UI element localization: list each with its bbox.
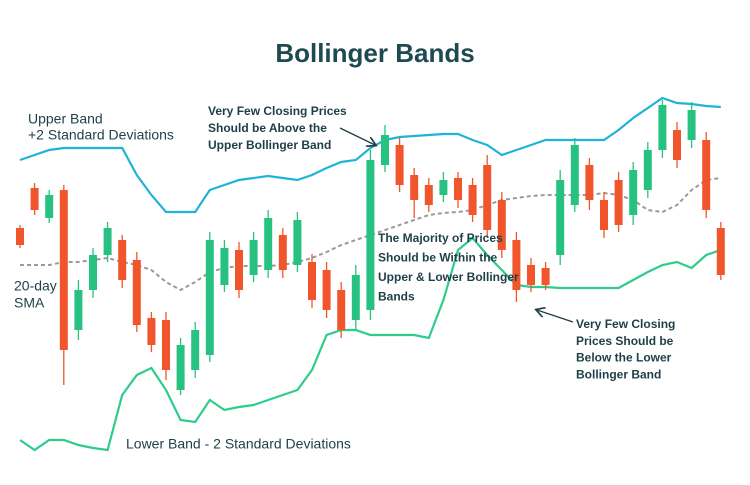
candle-body bbox=[308, 262, 316, 300]
annotation: SMA bbox=[14, 295, 45, 311]
candle-body bbox=[74, 290, 83, 330]
annotation: Lower Band - 2 Standard Deviations bbox=[126, 436, 351, 452]
candle-body bbox=[16, 228, 24, 245]
candle-body bbox=[249, 240, 258, 275]
candle-body bbox=[658, 105, 667, 150]
annotation: Should be Above the bbox=[208, 121, 327, 135]
candle-body bbox=[132, 260, 141, 325]
candle-body bbox=[45, 195, 54, 218]
candle-body bbox=[235, 250, 243, 290]
candle-body bbox=[147, 318, 156, 345]
annotation: Upper Bollinger Band bbox=[208, 138, 331, 152]
candle-body bbox=[89, 255, 97, 290]
annotation: Bollinger Band bbox=[576, 367, 661, 381]
candle-body bbox=[278, 235, 287, 270]
candle-body bbox=[410, 175, 419, 200]
candle-body bbox=[512, 240, 521, 290]
annotation: The Majority of Prices bbox=[378, 231, 503, 245]
plot bbox=[16, 96, 725, 452]
candle-body bbox=[103, 228, 112, 255]
annotation: Very Few Closing bbox=[576, 317, 675, 331]
candle-body bbox=[351, 275, 360, 320]
candle-body bbox=[600, 200, 608, 230]
candle-body bbox=[570, 145, 579, 205]
candle-body bbox=[293, 220, 302, 265]
candle-body bbox=[59, 190, 68, 350]
arrow bbox=[537, 310, 574, 323]
candle-body bbox=[454, 178, 462, 200]
candle-body bbox=[468, 185, 477, 215]
candle-body bbox=[366, 160, 375, 310]
band-line bbox=[19, 236, 722, 452]
candle-body bbox=[337, 290, 346, 330]
chart-title: Bollinger Bands bbox=[275, 38, 474, 68]
candle-body bbox=[687, 110, 696, 140]
candle-body bbox=[541, 268, 550, 285]
annotation: Below the Lower bbox=[576, 351, 672, 365]
candle-body bbox=[162, 320, 170, 370]
candle-body bbox=[322, 270, 331, 310]
candle-body bbox=[176, 345, 185, 390]
annotation: Upper Band bbox=[28, 111, 103, 127]
band-line bbox=[19, 96, 721, 214]
candle-body bbox=[30, 188, 39, 210]
candle-body bbox=[220, 248, 229, 285]
candle-body bbox=[381, 135, 389, 165]
annotation: Upper & Lower Bollinger bbox=[378, 270, 519, 284]
annotation: Prices Should be bbox=[576, 334, 674, 348]
candle-body bbox=[614, 180, 623, 225]
candle-body bbox=[264, 218, 273, 270]
annotation: 20-day bbox=[14, 278, 57, 294]
annotation: Should be Within the bbox=[378, 251, 498, 265]
candle-body bbox=[483, 165, 492, 230]
arrow bbox=[339, 127, 375, 145]
candle-body bbox=[118, 240, 127, 280]
candle-body bbox=[629, 170, 638, 215]
annotation: Bands bbox=[378, 290, 415, 304]
candle-body bbox=[643, 150, 652, 190]
annotation: +2 Standard Deviations bbox=[28, 127, 174, 143]
candle-body bbox=[673, 130, 681, 160]
candle-body bbox=[424, 185, 433, 205]
candle-body bbox=[497, 200, 506, 250]
candle-body bbox=[702, 140, 711, 210]
candle-body bbox=[716, 228, 725, 275]
annotations: Upper Band+2 Standard Deviations Very Few… bbox=[14, 104, 675, 452]
candle-body bbox=[205, 240, 214, 355]
candle-body bbox=[439, 180, 448, 195]
candle-body bbox=[191, 330, 200, 370]
annotation: Very Few Closing Prices bbox=[208, 104, 347, 118]
candle-body bbox=[527, 265, 535, 285]
candle-body bbox=[556, 180, 565, 255]
candle-body bbox=[395, 145, 404, 185]
candle-body bbox=[585, 165, 594, 200]
